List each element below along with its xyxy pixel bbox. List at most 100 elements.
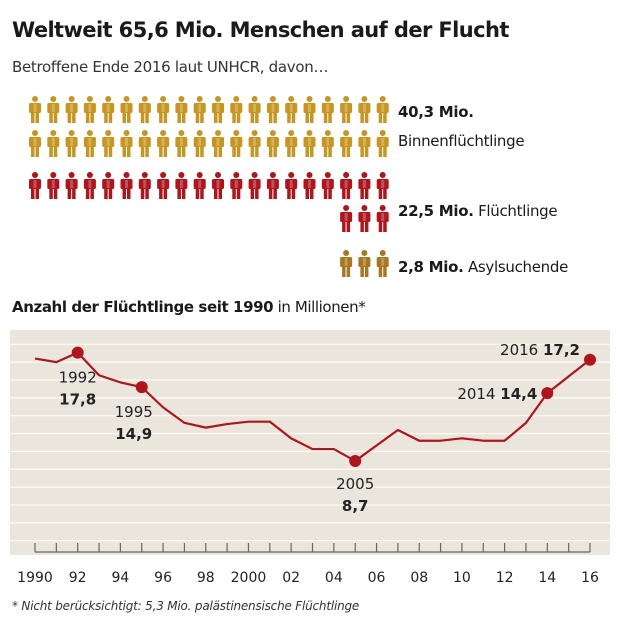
person-icon bbox=[376, 205, 389, 232]
person-icon bbox=[303, 172, 316, 199]
person-icon bbox=[230, 172, 243, 199]
person-icon bbox=[175, 172, 188, 199]
person-icon bbox=[248, 130, 261, 157]
person-icon bbox=[175, 130, 188, 157]
person-icon bbox=[376, 96, 389, 123]
person-icon bbox=[83, 96, 96, 123]
person-icon bbox=[376, 130, 389, 157]
person-icon bbox=[83, 130, 96, 157]
person-icon bbox=[29, 130, 41, 157]
person-icon bbox=[285, 96, 298, 123]
person-icon bbox=[248, 96, 261, 123]
person-icon bbox=[212, 130, 224, 157]
person-icon bbox=[120, 96, 133, 123]
x-tick-label: 16 bbox=[581, 570, 599, 586]
person-icon bbox=[193, 130, 206, 157]
person-icon bbox=[303, 96, 316, 123]
idp-label: Binnenflüchtlinge bbox=[398, 132, 525, 150]
x-tick-label: 94 bbox=[111, 570, 129, 586]
person-icon bbox=[65, 172, 78, 199]
highlight-marker bbox=[584, 353, 596, 366]
person-icon bbox=[340, 250, 353, 277]
person-icon bbox=[138, 96, 151, 123]
annotation-year: 2016 bbox=[500, 341, 543, 359]
annotation: 2014 14,4 bbox=[457, 385, 537, 403]
person-icon bbox=[102, 96, 115, 123]
person-icon bbox=[285, 172, 298, 199]
person-icon bbox=[193, 96, 206, 123]
person-icon bbox=[376, 250, 389, 277]
x-tick-label: 08 bbox=[410, 570, 428, 586]
person-icon bbox=[157, 96, 170, 123]
x-tick-label: 04 bbox=[325, 570, 343, 586]
x-tick-label: 2000 bbox=[231, 570, 267, 586]
person-icon bbox=[157, 172, 170, 199]
person-icon bbox=[321, 96, 334, 123]
person-icon bbox=[65, 96, 78, 123]
person-icon bbox=[120, 130, 133, 157]
annotation-year: 1992 bbox=[59, 369, 97, 387]
x-tick-label: 92 bbox=[69, 570, 87, 586]
highlight-marker bbox=[135, 381, 148, 394]
annotation-year: 1995 bbox=[115, 403, 153, 421]
person-icon bbox=[340, 205, 353, 232]
x-tick-label: 96 bbox=[154, 570, 172, 586]
person-icon bbox=[47, 172, 60, 199]
person-icon bbox=[138, 130, 151, 157]
footnote: * Nicht berücksichtigt: 5,3 Mio. palästi… bbox=[12, 599, 360, 613]
person-icon bbox=[340, 130, 353, 157]
refugees-label: 22,5 Mio. Flüchtlinge bbox=[398, 202, 558, 220]
person-icon bbox=[102, 172, 115, 199]
person-icon bbox=[285, 130, 298, 157]
person-icon bbox=[321, 130, 334, 157]
person-icon bbox=[266, 96, 279, 123]
person-icon bbox=[248, 172, 261, 199]
chart-title: Anzahl der Flüchtlinge seit 1990 in Mill… bbox=[12, 298, 366, 316]
person-icon bbox=[29, 172, 41, 199]
person-icon bbox=[47, 96, 60, 123]
x-tick-label: 98 bbox=[197, 570, 215, 586]
x-tick-label: 02 bbox=[282, 570, 300, 586]
title: Weltweit 65,6 Mio. Menschen auf der Fluc… bbox=[12, 18, 509, 42]
annotation-value: 14,9 bbox=[115, 425, 152, 443]
x-tick-label: 14 bbox=[538, 570, 556, 586]
person-icon bbox=[212, 96, 224, 123]
person-icon bbox=[29, 96, 41, 123]
plot-background bbox=[10, 330, 610, 555]
x-tick-label: 10 bbox=[453, 570, 471, 586]
person-icon bbox=[340, 96, 353, 123]
person-icon bbox=[358, 250, 371, 277]
person-icon bbox=[83, 172, 96, 199]
person-icon bbox=[340, 172, 353, 199]
annotation-year: 2005 bbox=[336, 475, 374, 493]
annotation-year: 2014 bbox=[457, 385, 500, 403]
person-icon bbox=[175, 96, 188, 123]
person-icon bbox=[193, 172, 206, 199]
x-tick-label: 12 bbox=[496, 570, 514, 586]
person-icon bbox=[358, 130, 371, 157]
series-line bbox=[34, 351, 591, 463]
annotation: 2016 17,2 bbox=[500, 341, 580, 359]
person-icon bbox=[321, 172, 334, 199]
annotation-value: 14,4 bbox=[500, 385, 537, 403]
person-icon bbox=[120, 172, 133, 199]
person-icon bbox=[266, 130, 279, 157]
person-icon bbox=[230, 96, 243, 123]
person-icon bbox=[65, 130, 78, 157]
x-tick-label: 1990 bbox=[17, 570, 53, 586]
person-icon bbox=[358, 172, 371, 199]
person-icon bbox=[212, 172, 224, 199]
x-tick-label: 06 bbox=[368, 570, 386, 586]
person-icon bbox=[376, 172, 389, 199]
annotation-value: 17,2 bbox=[543, 341, 580, 359]
person-icon bbox=[303, 130, 316, 157]
asylum-label: 2,8 Mio. Asylsuchende bbox=[398, 258, 569, 276]
person-icon bbox=[157, 130, 170, 157]
person-icon bbox=[266, 172, 279, 199]
person-icon bbox=[358, 96, 371, 123]
idp-value: 40,3 Mio. bbox=[398, 103, 474, 121]
highlight-marker bbox=[349, 454, 362, 467]
subtitle: Betroffene Ende 2016 laut UNHCR, davon… bbox=[12, 58, 329, 76]
person-icon bbox=[230, 130, 243, 157]
